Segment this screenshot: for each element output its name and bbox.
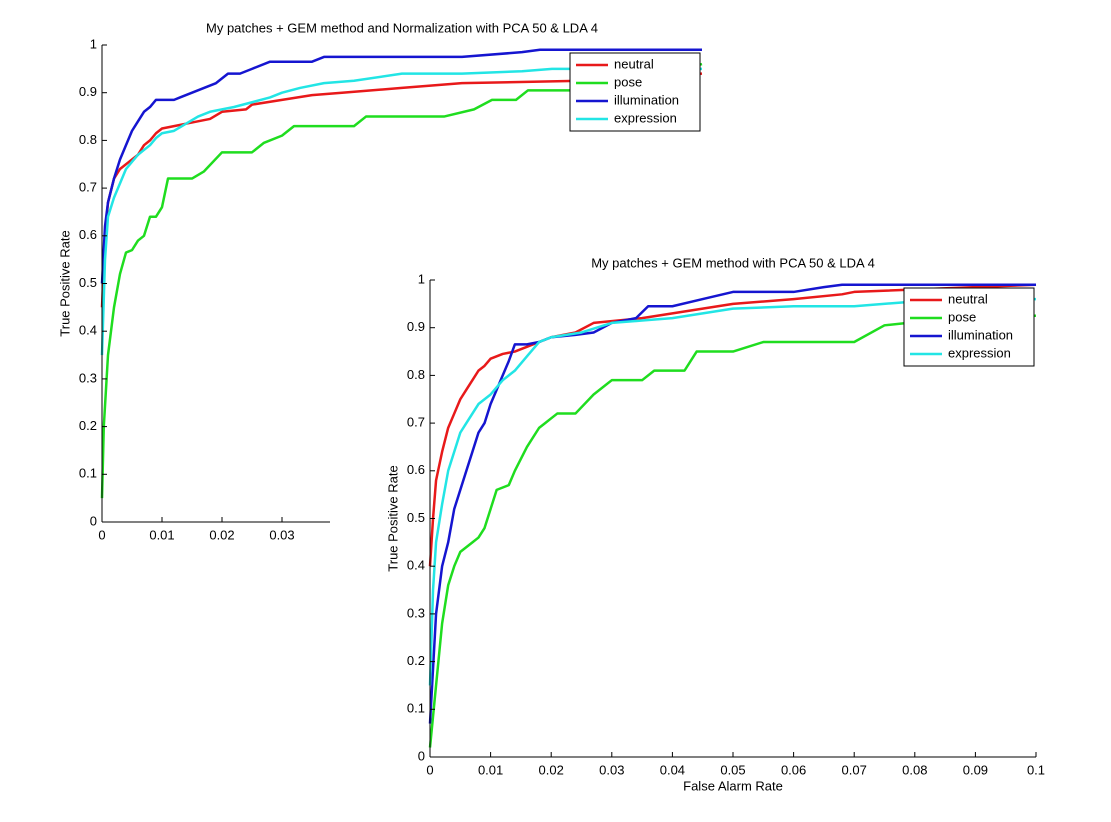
y-tick-label: 0 [418, 748, 425, 763]
y-tick-label: 0.5 [407, 510, 425, 525]
x-tick-label: 0.1 [1027, 762, 1045, 777]
legend-label: illumination [948, 327, 1013, 342]
legend-label: illumination [614, 92, 679, 107]
series-line [428, 283, 1037, 567]
legend-label: pose [948, 309, 976, 324]
y-tick-label: 0.6 [79, 227, 97, 242]
legend-label: neutral [614, 56, 654, 71]
legend-label: expression [948, 345, 1011, 360]
y-tick-label: 0.4 [407, 558, 425, 573]
y-tick-label: 0.3 [79, 370, 97, 385]
y-tick-label: 0.2 [79, 418, 97, 433]
y-tick-label: 0.2 [407, 653, 425, 668]
y-tick-label: 1 [418, 271, 425, 286]
y-tick-label: 0.9 [79, 84, 97, 99]
legend-label: neutral [948, 291, 988, 306]
x-tick-label: 0.03 [599, 762, 624, 777]
x-tick-label: 0.09 [963, 762, 988, 777]
series-line [100, 67, 702, 356]
series-line [100, 62, 703, 499]
y-axis-label: True Positive Rate [385, 465, 400, 571]
y-tick-label: 0.1 [79, 466, 97, 481]
series-line [100, 48, 702, 284]
x-tick-label: 0.05 [720, 762, 745, 777]
x-tick-label: 0.01 [149, 527, 174, 542]
y-tick-label: 0.8 [407, 367, 425, 382]
y-tick-label: 0.7 [407, 415, 425, 430]
x-tick-label: 0 [426, 762, 433, 777]
y-tick-label: 0.4 [79, 323, 97, 338]
x-tick-label: 0.02 [209, 527, 234, 542]
y-tick-label: 0.5 [79, 275, 97, 290]
x-tick-label: 0.08 [902, 762, 927, 777]
series-line [428, 283, 1036, 724]
x-tick-label: 0.04 [660, 762, 685, 777]
y-tick-label: 0.1 [407, 701, 425, 716]
y-tick-label: 0 [90, 513, 97, 528]
chart-title: My patches + GEM method and Normalizatio… [206, 20, 598, 35]
x-tick-label: 0.01 [478, 762, 503, 777]
x-tick-label: 0.02 [539, 762, 564, 777]
y-tick-label: 0.7 [79, 180, 97, 195]
y-tick-label: 1 [90, 36, 97, 51]
x-tick-label: 0.07 [842, 762, 867, 777]
series-line [428, 314, 1036, 748]
chart-title: My patches + GEM method with PCA 50 & LD… [591, 255, 875, 270]
x-tick-label: 0.06 [781, 762, 806, 777]
legend-label: pose [614, 74, 642, 89]
y-tick-label: 0.9 [407, 319, 425, 334]
legend-label: expression [614, 110, 677, 125]
x-axis-label: False Alarm Rate [683, 778, 783, 793]
y-tick-label: 0.8 [79, 132, 97, 147]
y-axis-label: True Positive Rate [57, 230, 72, 336]
series-line [428, 297, 1037, 686]
x-tick-label: 0 [98, 527, 105, 542]
y-tick-label: 0.3 [407, 605, 425, 620]
y-tick-label: 0.6 [407, 462, 425, 477]
x-tick-label: 0.03 [269, 527, 294, 542]
